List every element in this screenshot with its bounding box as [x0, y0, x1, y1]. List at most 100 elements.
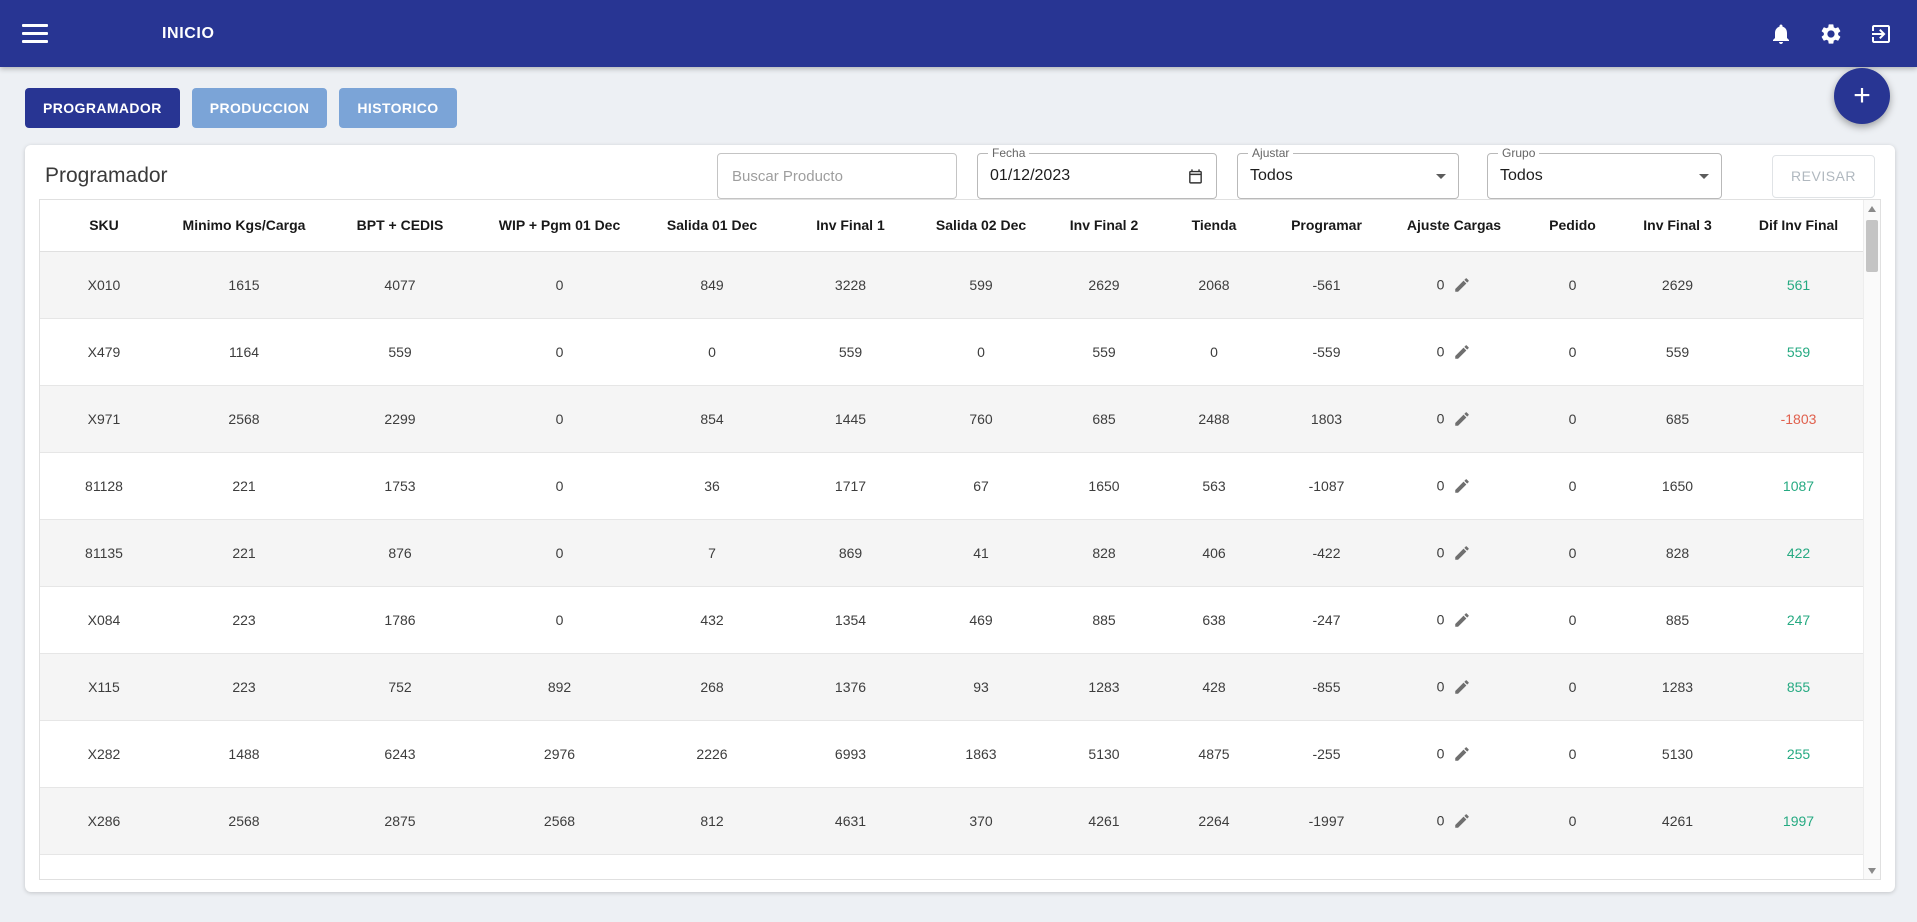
table-cell: 7	[708, 544, 716, 561]
tab-historico[interactable]: HISTORICO	[339, 88, 457, 128]
table-cell: 892	[547, 678, 572, 695]
date-field[interactable]: Fecha 01/12/2023	[977, 146, 1218, 199]
table-cell: 760	[969, 410, 993, 427]
edit-icon[interactable]	[1453, 544, 1471, 562]
top-navbar: INICIO	[0, 0, 1917, 67]
table-cell: 432	[700, 611, 724, 628]
table-cell: 221	[232, 477, 256, 494]
table-cell: X971	[87, 410, 121, 427]
table-cell: 1803	[1310, 410, 1343, 427]
menu-icon[interactable]	[22, 24, 48, 43]
search-input[interactable]	[717, 153, 958, 199]
table-cell: 563	[1202, 477, 1226, 494]
table-cell: 0	[1568, 343, 1577, 360]
table-cell: 0	[1568, 745, 1577, 762]
table-cell: 4875	[1198, 745, 1230, 762]
table-cell: 0	[1568, 812, 1577, 829]
table-cell: 93	[973, 678, 989, 695]
table-row: 81135 221 876 0 7 869 41 828 406 -422 0 0 828 422	[40, 519, 1866, 586]
tab-programador[interactable]: PROGRAMADOR	[25, 88, 180, 128]
edit-icon[interactable]	[1453, 343, 1471, 361]
table-cell: 4631	[834, 812, 867, 829]
table-cell: 2264	[1198, 812, 1230, 829]
edit-icon[interactable]	[1453, 410, 1471, 428]
date-field-value: 01/12/2023	[990, 167, 1071, 184]
table-cell: 0	[977, 343, 985, 360]
edit-icon[interactable]	[1453, 276, 1471, 294]
table-cell: 41	[973, 544, 989, 561]
table-cell: 638	[1202, 611, 1226, 628]
table-cell: X479	[87, 343, 121, 360]
table-cell: 4261	[1661, 812, 1694, 829]
column-header: Inv Final 1	[785, 200, 916, 252]
tab-produccion[interactable]: PRODUCCION	[191, 88, 328, 128]
table-cell: 4261	[1088, 812, 1120, 829]
filter-bar: Fecha 01/12/2023 Ajustar Todos Grupo Tod…	[717, 146, 1875, 199]
table-cell: 1087	[1782, 477, 1815, 494]
revisar-button[interactable]: REVISAR	[1772, 154, 1875, 198]
ajuste-cargas-value: 0	[1436, 611, 1445, 628]
column-header: Tienda	[1162, 200, 1266, 252]
add-button[interactable]: +	[1834, 68, 1890, 124]
table-cell: 0	[555, 343, 564, 360]
table-body: X010 1615 4077 0 849 3228 599 2629 2068 -561 0 0 262…	[40, 251, 1866, 879]
table-cell: 828	[1092, 544, 1116, 561]
table-cell: 0	[1387, 720, 1521, 787]
grupo-select-label: Grupo	[1498, 146, 1540, 160]
table-cell: 2068	[1198, 276, 1230, 293]
ajuste-cargas-value: 0	[1436, 276, 1445, 293]
ajustar-select[interactable]: Ajustar Todos	[1237, 146, 1460, 199]
ajustar-select-value: Todos	[1250, 167, 1293, 184]
column-header: Programar	[1266, 200, 1387, 252]
ajuste-cargas-value: 0	[1436, 544, 1445, 561]
table-cell: 828	[1665, 544, 1690, 561]
table-row: X115 223 752 892 268 1376 93 1283 428 -855 0 0 1283 8…	[40, 653, 1866, 720]
table-cell: 1354	[834, 611, 867, 628]
table-cell: 685	[1665, 410, 1690, 427]
grupo-select[interactable]: Grupo Todos	[1487, 146, 1723, 199]
data-table-container: SKU Minimo Kgs/Carga BPT + CEDIS WIP + Pgm …	[39, 199, 1881, 880]
table-cell: 561	[1786, 276, 1811, 293]
table-row	[40, 854, 1866, 879]
column-header: Minimo Kgs/Carga	[168, 200, 320, 252]
logout-icon[interactable]	[1869, 22, 1893, 46]
table-cell: 0	[1210, 343, 1218, 360]
table-cell: 1445	[834, 410, 867, 427]
scrollbar-thumb[interactable]	[1866, 220, 1878, 272]
ajuste-cargas-value: 0	[1436, 410, 1445, 427]
table-cell: -855	[1312, 678, 1341, 695]
table-cell: 2629	[1088, 276, 1120, 293]
table-cell: 0	[1387, 519, 1521, 586]
edit-icon[interactable]	[1453, 477, 1471, 495]
table-cell: 1717	[834, 477, 867, 494]
table-cell: 2568	[228, 410, 260, 427]
table-cell: 0	[555, 276, 564, 293]
table-cell: 0	[708, 343, 716, 360]
column-header: BPT + CEDIS	[320, 200, 480, 252]
table-cell: 0	[555, 477, 564, 494]
table-cell: 81135	[85, 544, 123, 561]
table-cell: 0	[1568, 410, 1577, 427]
table-cell: 36	[704, 477, 720, 494]
notifications-icon[interactable]	[1769, 22, 1793, 46]
edit-icon[interactable]	[1453, 745, 1471, 763]
column-header: Pedido	[1521, 200, 1624, 252]
table-cell: 5130	[1088, 745, 1120, 762]
table-cell: -559	[1312, 343, 1341, 360]
column-header: WIP + Pgm 01 Dec	[480, 200, 639, 252]
calendar-icon[interactable]	[1187, 168, 1204, 185]
vertical-scrollbar[interactable]	[1863, 200, 1880, 879]
scroll-up-icon[interactable]	[1864, 200, 1880, 217]
settings-gear-icon[interactable]	[1819, 22, 1843, 46]
edit-icon[interactable]	[1453, 678, 1471, 696]
chevron-down-icon	[1436, 173, 1447, 179]
table-cell: 0	[1568, 544, 1577, 561]
edit-icon[interactable]	[1453, 812, 1471, 830]
table-cell: 0	[555, 544, 564, 561]
table-cell: 81128	[85, 477, 123, 494]
edit-icon[interactable]	[1453, 611, 1471, 629]
ajuste-cargas-value: 0	[1436, 343, 1445, 360]
table-cell: 559	[1786, 343, 1811, 360]
scroll-down-icon[interactable]	[1864, 862, 1880, 879]
table-cell: 422	[1786, 544, 1811, 561]
